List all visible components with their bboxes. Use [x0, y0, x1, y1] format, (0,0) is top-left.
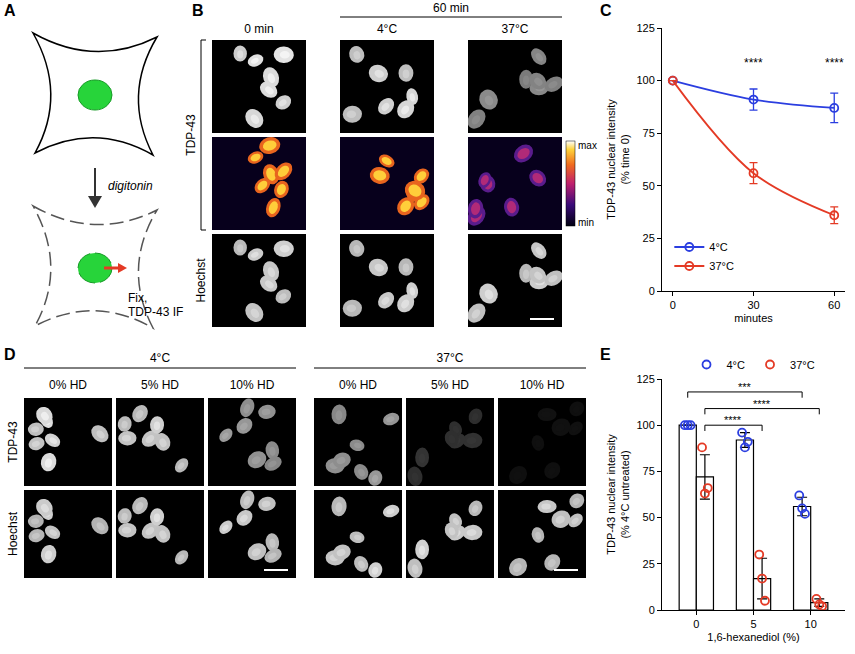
svg-text:minutes: minutes — [734, 312, 773, 324]
svg-text:37°C: 37°C — [502, 22, 529, 36]
svg-text:75: 75 — [643, 127, 655, 139]
svg-text:0: 0 — [649, 285, 655, 297]
svg-text:digitonin: digitonin — [108, 179, 153, 193]
svg-text:10% HD: 10% HD — [230, 378, 275, 392]
svg-text:60 min: 60 min — [433, 1, 469, 15]
svg-text:TDP-43: TDP-43 — [184, 114, 198, 156]
svg-text:4°C: 4°C — [377, 22, 397, 36]
svg-text:Hoechst: Hoechst — [6, 511, 20, 556]
svg-text:0: 0 — [670, 299, 676, 311]
svg-text:10: 10 — [805, 618, 817, 630]
svg-text:25: 25 — [643, 558, 655, 570]
svg-text:30: 30 — [747, 299, 759, 311]
svg-text:1,6-hexanediol (%): 1,6-hexanediol (%) — [707, 631, 799, 643]
svg-text:E: E — [600, 346, 611, 363]
svg-text:0% HD: 0% HD — [49, 378, 87, 392]
svg-text:4°C: 4°C — [709, 241, 728, 253]
svg-text:TDP-43 nuclear intensity(% tim: TDP-43 nuclear intensity(% time 0) — [605, 99, 631, 220]
svg-text:min: min — [578, 217, 594, 228]
svg-text:C: C — [600, 2, 612, 19]
svg-text:75: 75 — [643, 465, 655, 477]
svg-text:****: **** — [724, 414, 742, 426]
svg-text:37°C: 37°C — [709, 260, 734, 272]
svg-text:***: *** — [738, 381, 752, 393]
svg-text:0 min: 0 min — [244, 22, 273, 36]
svg-text:125: 125 — [636, 373, 654, 385]
svg-text:****: **** — [744, 56, 763, 70]
svg-text:5% HD: 5% HD — [141, 378, 179, 392]
svg-text:37°C: 37°C — [790, 359, 815, 371]
svg-text:5% HD: 5% HD — [431, 378, 469, 392]
svg-text:Hoechst: Hoechst — [194, 258, 208, 303]
svg-text:125: 125 — [636, 22, 654, 34]
svg-text:0: 0 — [649, 604, 655, 616]
svg-text:25: 25 — [643, 232, 655, 244]
svg-text:60: 60 — [828, 299, 840, 311]
svg-text:B: B — [192, 2, 204, 19]
svg-text:TDP-43: TDP-43 — [6, 421, 20, 463]
svg-text:TDP-43 nuclear intensity(% 4°C: TDP-43 nuclear intensity(% 4°C untreated… — [605, 434, 631, 555]
svg-text:37°C: 37°C — [437, 351, 464, 365]
svg-text:50: 50 — [643, 180, 655, 192]
svg-text:4°C: 4°C — [150, 351, 170, 365]
svg-text:4°C: 4°C — [727, 359, 746, 371]
svg-text:****: **** — [825, 56, 844, 70]
svg-text:Fix,: Fix, — [128, 291, 147, 305]
svg-text:0% HD: 0% HD — [339, 378, 377, 392]
svg-text:50: 50 — [643, 511, 655, 523]
svg-text:max: max — [578, 140, 597, 151]
svg-text:TDP-43 IF: TDP-43 IF — [128, 305, 183, 319]
svg-text:5: 5 — [750, 618, 756, 630]
svg-text:100: 100 — [636, 419, 654, 431]
svg-text:100: 100 — [636, 74, 654, 86]
svg-text:****: **** — [753, 398, 771, 410]
svg-text:10% HD: 10% HD — [520, 378, 565, 392]
svg-text:D: D — [4, 346, 16, 363]
svg-text:0: 0 — [693, 618, 699, 630]
svg-text:A: A — [4, 2, 16, 19]
